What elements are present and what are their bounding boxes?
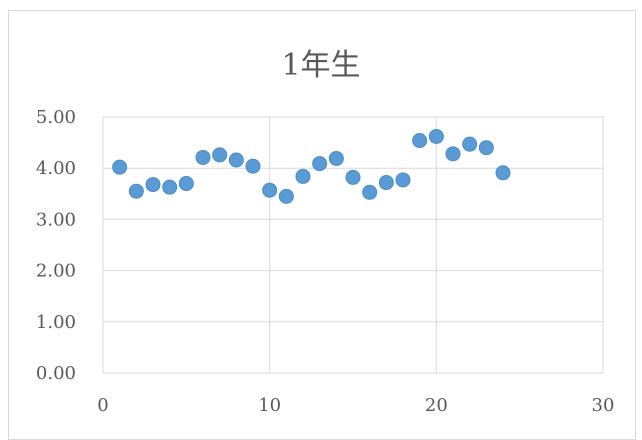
data-point bbox=[345, 169, 361, 185]
data-point bbox=[278, 188, 294, 204]
x-tick-label: 0 bbox=[97, 395, 108, 416]
data-point bbox=[445, 146, 461, 162]
y-axis-tick-labels: 0.00 1.00 2.00 3.00 4.00 5.00 bbox=[36, 107, 76, 384]
data-point bbox=[395, 172, 411, 188]
data-point bbox=[495, 165, 511, 181]
data-point bbox=[462, 136, 478, 152]
data-point bbox=[312, 156, 328, 172]
data-point bbox=[328, 150, 344, 166]
data-point bbox=[195, 149, 211, 165]
data-point bbox=[262, 182, 278, 198]
y-tick-label: 0.00 bbox=[36, 363, 76, 384]
data-point bbox=[362, 184, 378, 200]
data-point bbox=[162, 179, 178, 195]
data-point bbox=[412, 133, 428, 149]
x-axis-tick-labels: 0 10 20 30 bbox=[97, 395, 614, 416]
scatter-plot: 0.00 1.00 2.00 3.00 4.00 5.00 0 10 20 30 bbox=[36, 107, 615, 416]
data-point bbox=[478, 140, 494, 156]
data-point bbox=[245, 158, 261, 174]
x-tick-label: 20 bbox=[425, 395, 448, 416]
data-point bbox=[378, 175, 394, 191]
data-point bbox=[428, 128, 444, 144]
x-tick-label: 30 bbox=[592, 395, 615, 416]
data-points bbox=[112, 128, 511, 204]
chart-title: 1年生 bbox=[281, 48, 361, 83]
y-tick-label: 5.00 bbox=[36, 107, 76, 128]
gridlines bbox=[102, 116, 604, 374]
y-tick-label: 2.00 bbox=[36, 261, 76, 282]
chart-area bbox=[8, 10, 636, 440]
y-tick-label: 1.00 bbox=[36, 312, 76, 333]
x-tick-label: 10 bbox=[258, 395, 281, 416]
data-point bbox=[178, 176, 194, 192]
data-point bbox=[228, 152, 244, 168]
data-point bbox=[145, 177, 161, 193]
data-point bbox=[212, 147, 228, 163]
y-tick-label: 3.00 bbox=[36, 209, 76, 230]
y-tick-label: 4.00 bbox=[36, 158, 76, 179]
data-point bbox=[112, 159, 128, 175]
data-point bbox=[295, 168, 311, 184]
data-point bbox=[128, 183, 144, 199]
